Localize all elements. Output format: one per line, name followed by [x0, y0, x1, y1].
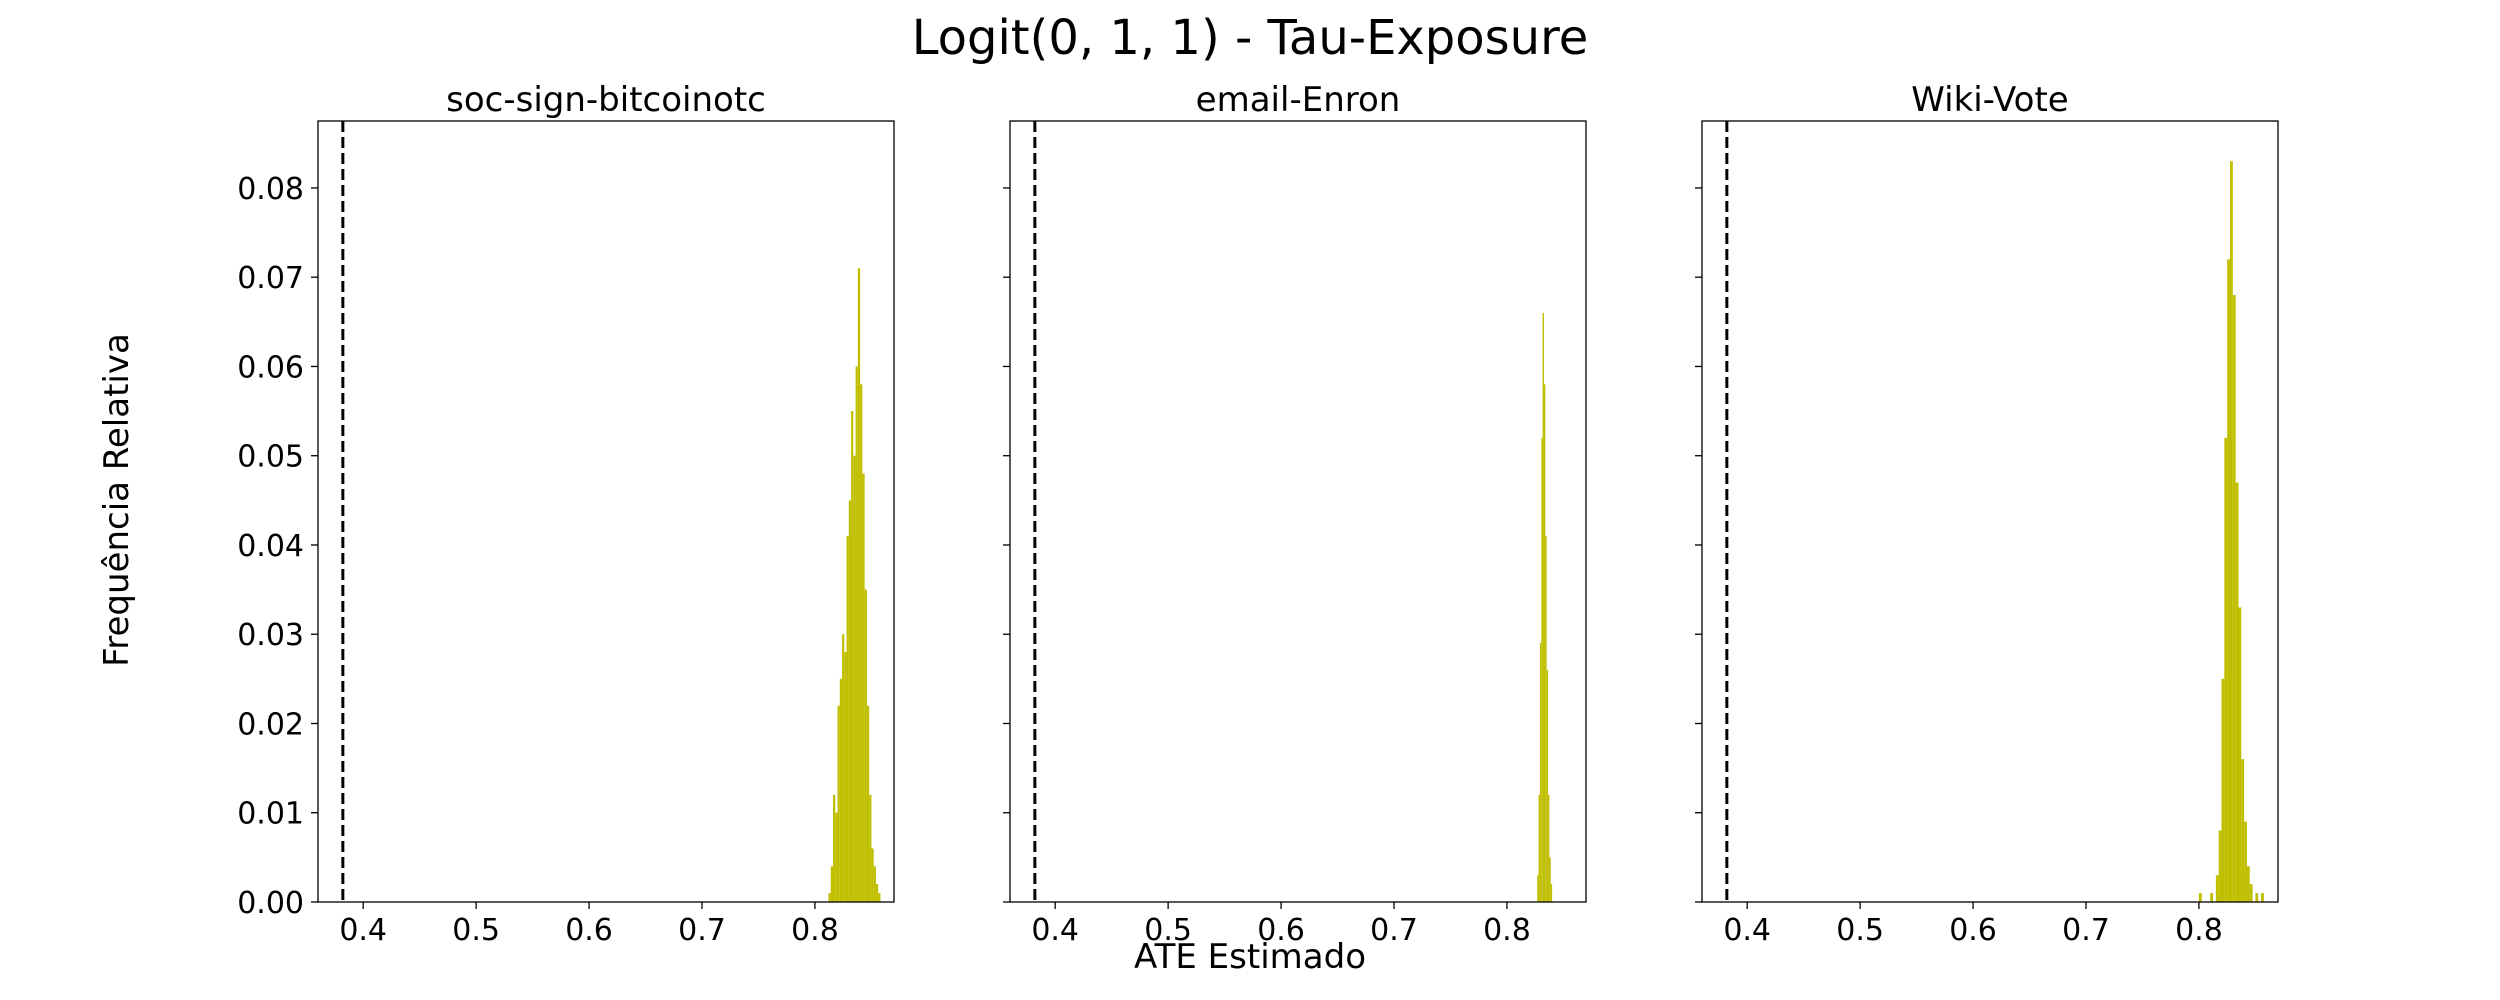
histogram-bar	[869, 794, 872, 902]
panel-title: soc-sign-bitcoinotc	[446, 80, 766, 120]
y-tick-label: 0.01	[237, 797, 304, 832]
histogram-bar	[853, 455, 856, 902]
histogram-bar	[2255, 893, 2259, 902]
histogram-bar	[2244, 821, 2247, 902]
histogram-bar	[857, 268, 861, 902]
x-tick-label: 0.5	[452, 913, 500, 948]
histogram-bar	[2235, 482, 2239, 902]
x-tick-label: 0.4	[1031, 913, 1079, 948]
y-tick-label: 0.08	[237, 172, 304, 207]
histogram-bar	[855, 366, 858, 903]
x-tick-label: 0.6	[1949, 913, 1997, 948]
histogram-bar	[862, 473, 865, 902]
x-tick-label: 0.4	[339, 913, 387, 948]
histogram-bar	[1546, 669, 1549, 902]
x-tick-label: 0.7	[678, 913, 726, 948]
histogram-bar	[1543, 384, 1546, 902]
histogram-bar	[871, 848, 874, 902]
histogram-bar	[842, 634, 845, 902]
histogram-bar	[2246, 866, 2250, 902]
histogram-bar	[1549, 857, 1551, 902]
y-tick-label: 0.03	[237, 618, 304, 653]
histogram-bar	[2241, 759, 2245, 902]
histogram-panel-3: Wiki-Vote 0.4 0.5 0.6 0.7 0.8	[1695, 80, 2279, 948]
x-tick-label: 0.7	[2062, 913, 2110, 948]
histogram-bar	[1550, 884, 1553, 902]
histogram-bar	[2210, 893, 2214, 902]
histogram-bar	[2218, 830, 2222, 902]
histogram-bar	[2232, 295, 2236, 902]
x-tick-label: 0.6	[565, 913, 613, 948]
x-tick-label: 0.7	[1370, 913, 1418, 948]
figure-ylabel: Frequência Relativa	[97, 333, 137, 667]
histogram-bar	[2261, 893, 2264, 902]
histogram-bar	[864, 589, 867, 902]
histogram-bar	[2238, 607, 2242, 902]
panels: soc-sign-bitcoinotc 0.4 0.5 0.6 0.7 0.8 0.00 0.…	[237, 80, 2279, 948]
histogram-bar	[1542, 312, 1544, 902]
histogram-bar	[839, 678, 843, 902]
histogram-bar	[2215, 875, 2219, 902]
histogram-bar	[1539, 643, 1542, 902]
histogram-bar	[851, 411, 854, 902]
histogram-bar	[1545, 536, 1547, 902]
histogram-bar	[1537, 875, 1539, 902]
axes-frame	[317, 120, 895, 903]
histogram-bar	[848, 500, 852, 902]
x-tick-label: 0.8	[2175, 913, 2223, 948]
panel-title: Wiki-Vote	[1911, 80, 2068, 120]
y-tick-label: 0.05	[237, 440, 304, 475]
histogram-bar	[830, 866, 834, 902]
histogram-bar	[844, 652, 847, 902]
histogram-panel-2: email-Enron 0.4 0.5 0.6 0.7 0.8	[1003, 80, 1587, 948]
figure-xlabel: ATE Estimado	[1134, 937, 1366, 977]
histogram-bar	[833, 794, 836, 902]
x-tick-label: 0.5	[1836, 913, 1884, 948]
histogram-panel-1: soc-sign-bitcoinotc 0.4 0.5 0.6 0.7 0.8 0.00 0.…	[237, 80, 895, 948]
histogram-bar	[860, 384, 863, 902]
histogram-bar	[1538, 794, 1540, 902]
x-tick-label: 0.8	[1483, 913, 1531, 948]
histogram-bar	[873, 866, 876, 902]
histogram-bar	[2221, 678, 2225, 902]
x-tick-label: 0.8	[791, 913, 839, 948]
histogram-bar	[828, 893, 831, 902]
histogram-bar	[837, 705, 840, 902]
histogram-bar	[846, 536, 849, 902]
histogram-bar	[1548, 794, 1550, 902]
histogram-bar	[2198, 893, 2202, 902]
figure-suptitle: Logit(0, 1, 1) - Tau-Exposure	[912, 10, 1589, 66]
histogram-bar	[2227, 259, 2230, 903]
histogram-bar	[2249, 884, 2253, 902]
histogram-bar	[866, 705, 870, 902]
y-tick-label: 0.02	[237, 707, 304, 742]
histogram-bar	[875, 884, 879, 902]
y-tick-label: 0.00	[237, 886, 304, 921]
histogram-bar	[1541, 437, 1543, 902]
histogram-bar	[878, 893, 881, 902]
y-tick-label: 0.07	[237, 261, 304, 296]
axes-frame	[1701, 120, 2279, 903]
x-tick-label: 0.6	[1257, 913, 1305, 948]
histogram-bar	[2224, 437, 2228, 902]
x-tick-label: 0.4	[1723, 913, 1771, 948]
y-tick-label: 0.06	[237, 350, 304, 385]
panel-title: email-Enron	[1196, 80, 1401, 120]
histogram-bar	[2230, 161, 2233, 903]
histogram-bar	[835, 812, 838, 902]
x-tick-label: 0.5	[1144, 913, 1192, 948]
y-tick-label: 0.04	[237, 529, 304, 564]
axes-frame	[1009, 120, 1587, 903]
